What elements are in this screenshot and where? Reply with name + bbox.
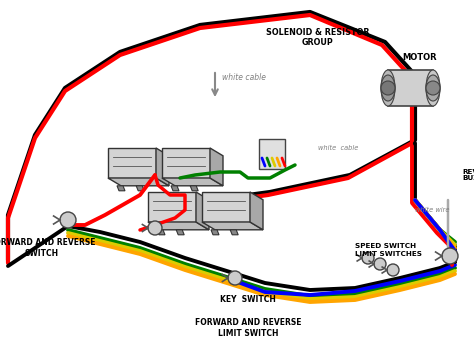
Text: white cable: white cable [222, 73, 266, 83]
Text: white wire: white wire [415, 207, 449, 213]
Ellipse shape [426, 81, 440, 95]
Circle shape [442, 248, 458, 264]
Ellipse shape [381, 70, 395, 106]
Text: white  cable: white cable [318, 145, 358, 151]
Polygon shape [108, 178, 169, 186]
Ellipse shape [381, 75, 395, 101]
Polygon shape [108, 148, 156, 178]
Text: FORWARD AND REVERSE
SWITCH: FORWARD AND REVERSE SWITCH [0, 238, 95, 258]
Polygon shape [202, 192, 250, 222]
Polygon shape [196, 192, 209, 230]
Polygon shape [148, 192, 196, 222]
Text: SPEED SWITCH
LIMIT SWITCHES: SPEED SWITCH LIMIT SWITCHES [355, 244, 422, 257]
Circle shape [228, 271, 242, 285]
Polygon shape [171, 186, 179, 191]
Text: REVERSE
BUZZER: REVERSE BUZZER [462, 168, 474, 181]
Polygon shape [162, 178, 223, 186]
Polygon shape [148, 222, 209, 230]
Text: SOLENOID & RESISTOR
GROUP: SOLENOID & RESISTOR GROUP [266, 28, 370, 47]
Polygon shape [210, 148, 223, 186]
Polygon shape [157, 230, 165, 235]
Polygon shape [176, 230, 184, 235]
Text: FORWARD AND REVERSE
LIMIT SWITCH: FORWARD AND REVERSE LIMIT SWITCH [195, 318, 301, 338]
Text: MOTOR: MOTOR [403, 54, 438, 62]
Circle shape [374, 258, 386, 270]
Circle shape [60, 212, 76, 228]
Polygon shape [136, 186, 144, 191]
Polygon shape [211, 230, 219, 235]
Polygon shape [162, 148, 210, 178]
Polygon shape [202, 222, 263, 230]
Ellipse shape [381, 81, 395, 95]
Polygon shape [388, 70, 433, 106]
Polygon shape [156, 148, 169, 186]
Ellipse shape [426, 70, 440, 106]
FancyBboxPatch shape [259, 139, 285, 169]
Ellipse shape [426, 75, 440, 101]
Polygon shape [190, 186, 198, 191]
Circle shape [362, 252, 374, 264]
Text: KEY  SWITCH: KEY SWITCH [220, 295, 276, 305]
Circle shape [387, 264, 399, 276]
Circle shape [148, 221, 162, 235]
Polygon shape [230, 230, 238, 235]
Polygon shape [117, 186, 125, 191]
Polygon shape [250, 192, 263, 230]
